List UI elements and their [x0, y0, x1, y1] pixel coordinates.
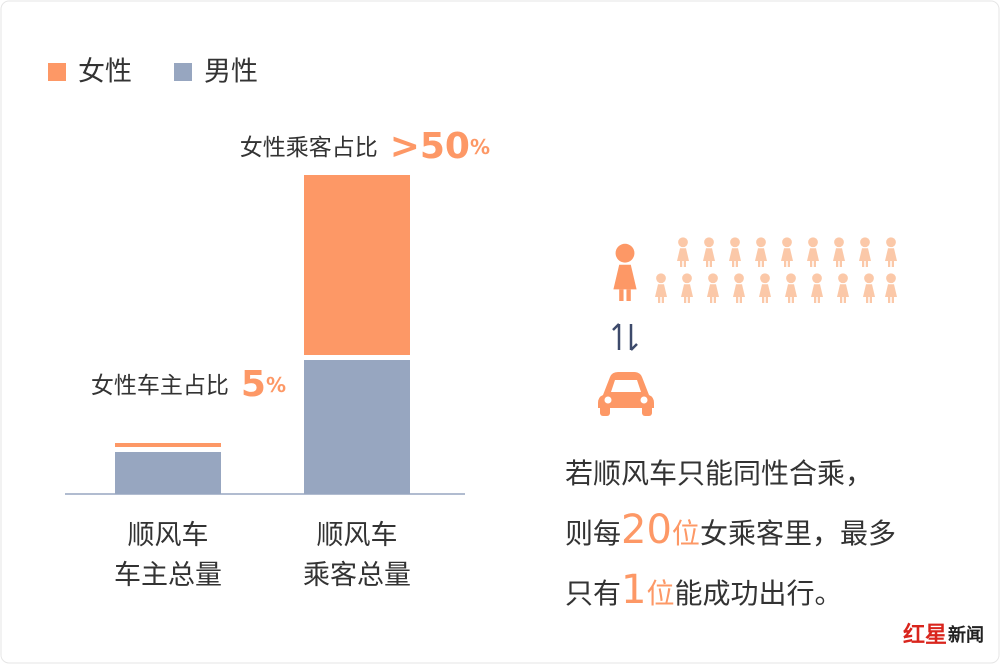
bar-segment: [304, 175, 410, 355]
car-icon: [598, 372, 654, 416]
note-text: 位: [646, 577, 675, 610]
category-label: 顺风车 车主总量: [114, 520, 222, 591]
legend-label: 女性: [78, 57, 132, 88]
note: 若顺风车只能同性合乘， 则每20位女乘客里，最多 只有1位能成功出行。: [565, 446, 985, 622]
bar-segment: [115, 452, 221, 494]
note-text: 则每: [565, 517, 622, 550]
note-number: 1: [621, 567, 647, 613]
annotation-label: 女性乘客占比: [240, 135, 378, 161]
annotation-label: 女性车主占比: [91, 373, 229, 399]
legend-swatch: [48, 63, 66, 81]
legend-swatch: [174, 63, 192, 81]
annotation-unit: %: [266, 373, 286, 397]
logo-red: 红星: [903, 622, 947, 648]
note-text: 只有: [565, 577, 622, 610]
note-text: 若顺风车只能同性合乘，: [565, 457, 874, 490]
exchange-arrows: [612, 323, 638, 351]
note-number: 20: [621, 507, 672, 553]
annotation-value: >50: [390, 126, 470, 167]
logo-black: 新闻: [948, 624, 984, 646]
category-label: 顺风车 乘客总量: [303, 520, 411, 591]
annotation-value: 5: [241, 364, 266, 405]
note-text: 女乘客里，最多: [699, 517, 896, 550]
note-text: 能成功出行。: [674, 577, 843, 610]
annotation-text: 女性车主占比 5%: [91, 364, 286, 405]
small-people: [655, 237, 897, 303]
bar-segment: [304, 360, 410, 494]
annotation-unit: %: [470, 135, 490, 159]
bar-segment: [115, 443, 221, 447]
note-text: 位: [671, 517, 700, 550]
big-person: [613, 243, 637, 301]
annotation-text: 女性乘客占比 >50%: [240, 126, 490, 167]
legend-label: 男性: [204, 57, 258, 88]
